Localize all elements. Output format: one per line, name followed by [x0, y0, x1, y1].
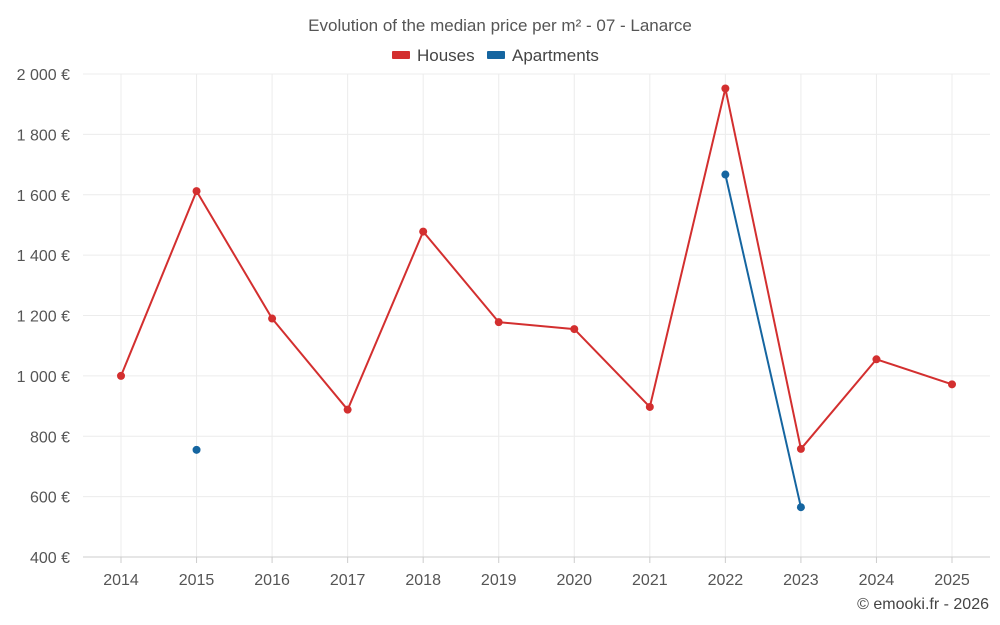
data-point-houses[interactable] [117, 371, 125, 380]
x-tick-label: 2015 [179, 572, 215, 589]
data-point-apartments[interactable] [721, 170, 730, 179]
data-point-houses[interactable] [570, 325, 579, 334]
data-point-houses[interactable] [494, 318, 503, 327]
series-line-houses [120, 87, 953, 450]
data-point-houses[interactable] [948, 380, 956, 389]
data-point-houses[interactable] [192, 187, 201, 196]
data-point-apartments[interactable] [796, 503, 805, 512]
series-houses [117, 84, 956, 453]
y-tick-label: 1 000 € [17, 369, 70, 386]
series-layer [117, 84, 956, 512]
credit: © emooki.fr - 2026 [857, 596, 989, 613]
y-tick-label: 1 600 € [17, 188, 70, 205]
data-point-houses[interactable] [268, 314, 277, 323]
data-point-houses[interactable] [343, 405, 352, 414]
y-tick-label: 400 € [30, 550, 70, 567]
data-point-apartments[interactable] [192, 445, 201, 454]
x-tick-label: 2016 [254, 572, 290, 589]
y-gridlines [83, 73, 990, 498]
x-tick-label: 2014 [103, 572, 139, 589]
series-line-apartments [724, 174, 802, 508]
y-tick-label: 2 000 € [17, 67, 70, 84]
legend-swatch-houses [392, 51, 410, 59]
data-point-houses[interactable] [645, 402, 654, 411]
y-tick-label: 1 400 € [17, 248, 70, 265]
legend-item-apartments[interactable]: Apartments [487, 46, 599, 65]
x-tick-label: 2018 [405, 572, 441, 589]
data-point-houses[interactable] [721, 84, 730, 93]
x-tick-label: 2022 [708, 572, 744, 589]
y-tick-label: 1 200 € [17, 309, 70, 326]
legend: Houses Apartments [392, 46, 599, 65]
chart-title: Evolution of the median price per m² - 0… [308, 16, 692, 35]
x-tick-label: 2019 [481, 572, 517, 589]
legend-label-apartments: Apartments [512, 46, 599, 65]
data-point-houses[interactable] [419, 227, 428, 236]
series-apartments [192, 170, 805, 512]
x-tick-label: 2017 [330, 572, 366, 589]
y-tick-label: 1 800 € [17, 127, 70, 144]
axes [83, 556, 990, 563]
data-point-houses[interactable] [796, 444, 805, 453]
data-point-houses[interactable] [872, 355, 881, 364]
x-tick-label: 2025 [934, 572, 970, 589]
y-tick-label: 800 € [30, 429, 70, 446]
x-tick-label: 2024 [859, 572, 895, 589]
x-tick-label: 2020 [556, 572, 592, 589]
x-tick-labels: 2014 2015 2016 2017 2018 2019 2020 2021 2022 2023… [103, 572, 970, 589]
legend-label-houses: Houses [417, 46, 475, 65]
x-tick-label: 2021 [632, 572, 668, 589]
legend-swatch-apartments [487, 51, 505, 59]
legend-item-houses[interactable]: Houses [392, 46, 475, 65]
y-tick-labels: 400 € 600 € 800 € 1 000 € 1 200 € 1 400 € 1 60… [17, 67, 70, 567]
x-tick-label: 2023 [783, 572, 819, 589]
y-tick-label: 600 € [30, 490, 70, 507]
